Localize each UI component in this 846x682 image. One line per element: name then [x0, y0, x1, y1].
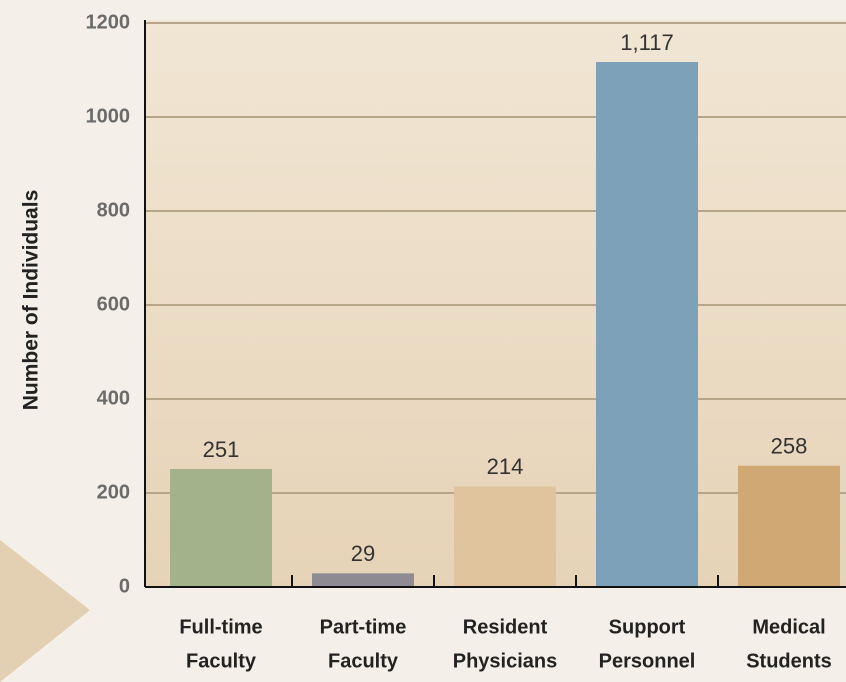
value-label: 258 — [771, 434, 808, 459]
x-tick-label: Support — [609, 616, 686, 638]
x-tick-label: Personnel — [599, 650, 696, 672]
bar — [738, 465, 840, 587]
x-tick-label: Faculty — [328, 650, 399, 672]
y-tick-label: 400 — [97, 387, 130, 409]
bar — [596, 62, 698, 587]
y-axis-label: Number of Individuals — [20, 190, 43, 411]
y-tick-label: 800 — [97, 199, 130, 221]
value-label: 29 — [351, 541, 375, 566]
bar — [454, 486, 556, 587]
y-tick-label: 1000 — [86, 105, 131, 127]
x-tick-label: Faculty — [186, 650, 257, 672]
bar — [312, 573, 414, 587]
y-tick-label: 600 — [97, 293, 130, 315]
y-tick-label: 0 — [119, 575, 130, 597]
x-tick-label: Medical — [752, 616, 825, 638]
value-label: 1,117 — [620, 30, 673, 55]
x-tick-label: Resident — [463, 616, 548, 638]
x-tick-label: Students — [746, 650, 832, 672]
decoration — [0, 540, 90, 682]
value-label: 251 — [203, 437, 240, 462]
x-tick-label: Part-time — [320, 616, 407, 638]
bar — [170, 469, 272, 587]
value-label: 214 — [487, 454, 524, 479]
x-tick-label: Physicians — [453, 650, 558, 672]
x-tick-label: Full-time — [179, 616, 262, 638]
y-tick-label: 1200 — [86, 11, 131, 33]
y-tick-label: 200 — [97, 481, 130, 503]
